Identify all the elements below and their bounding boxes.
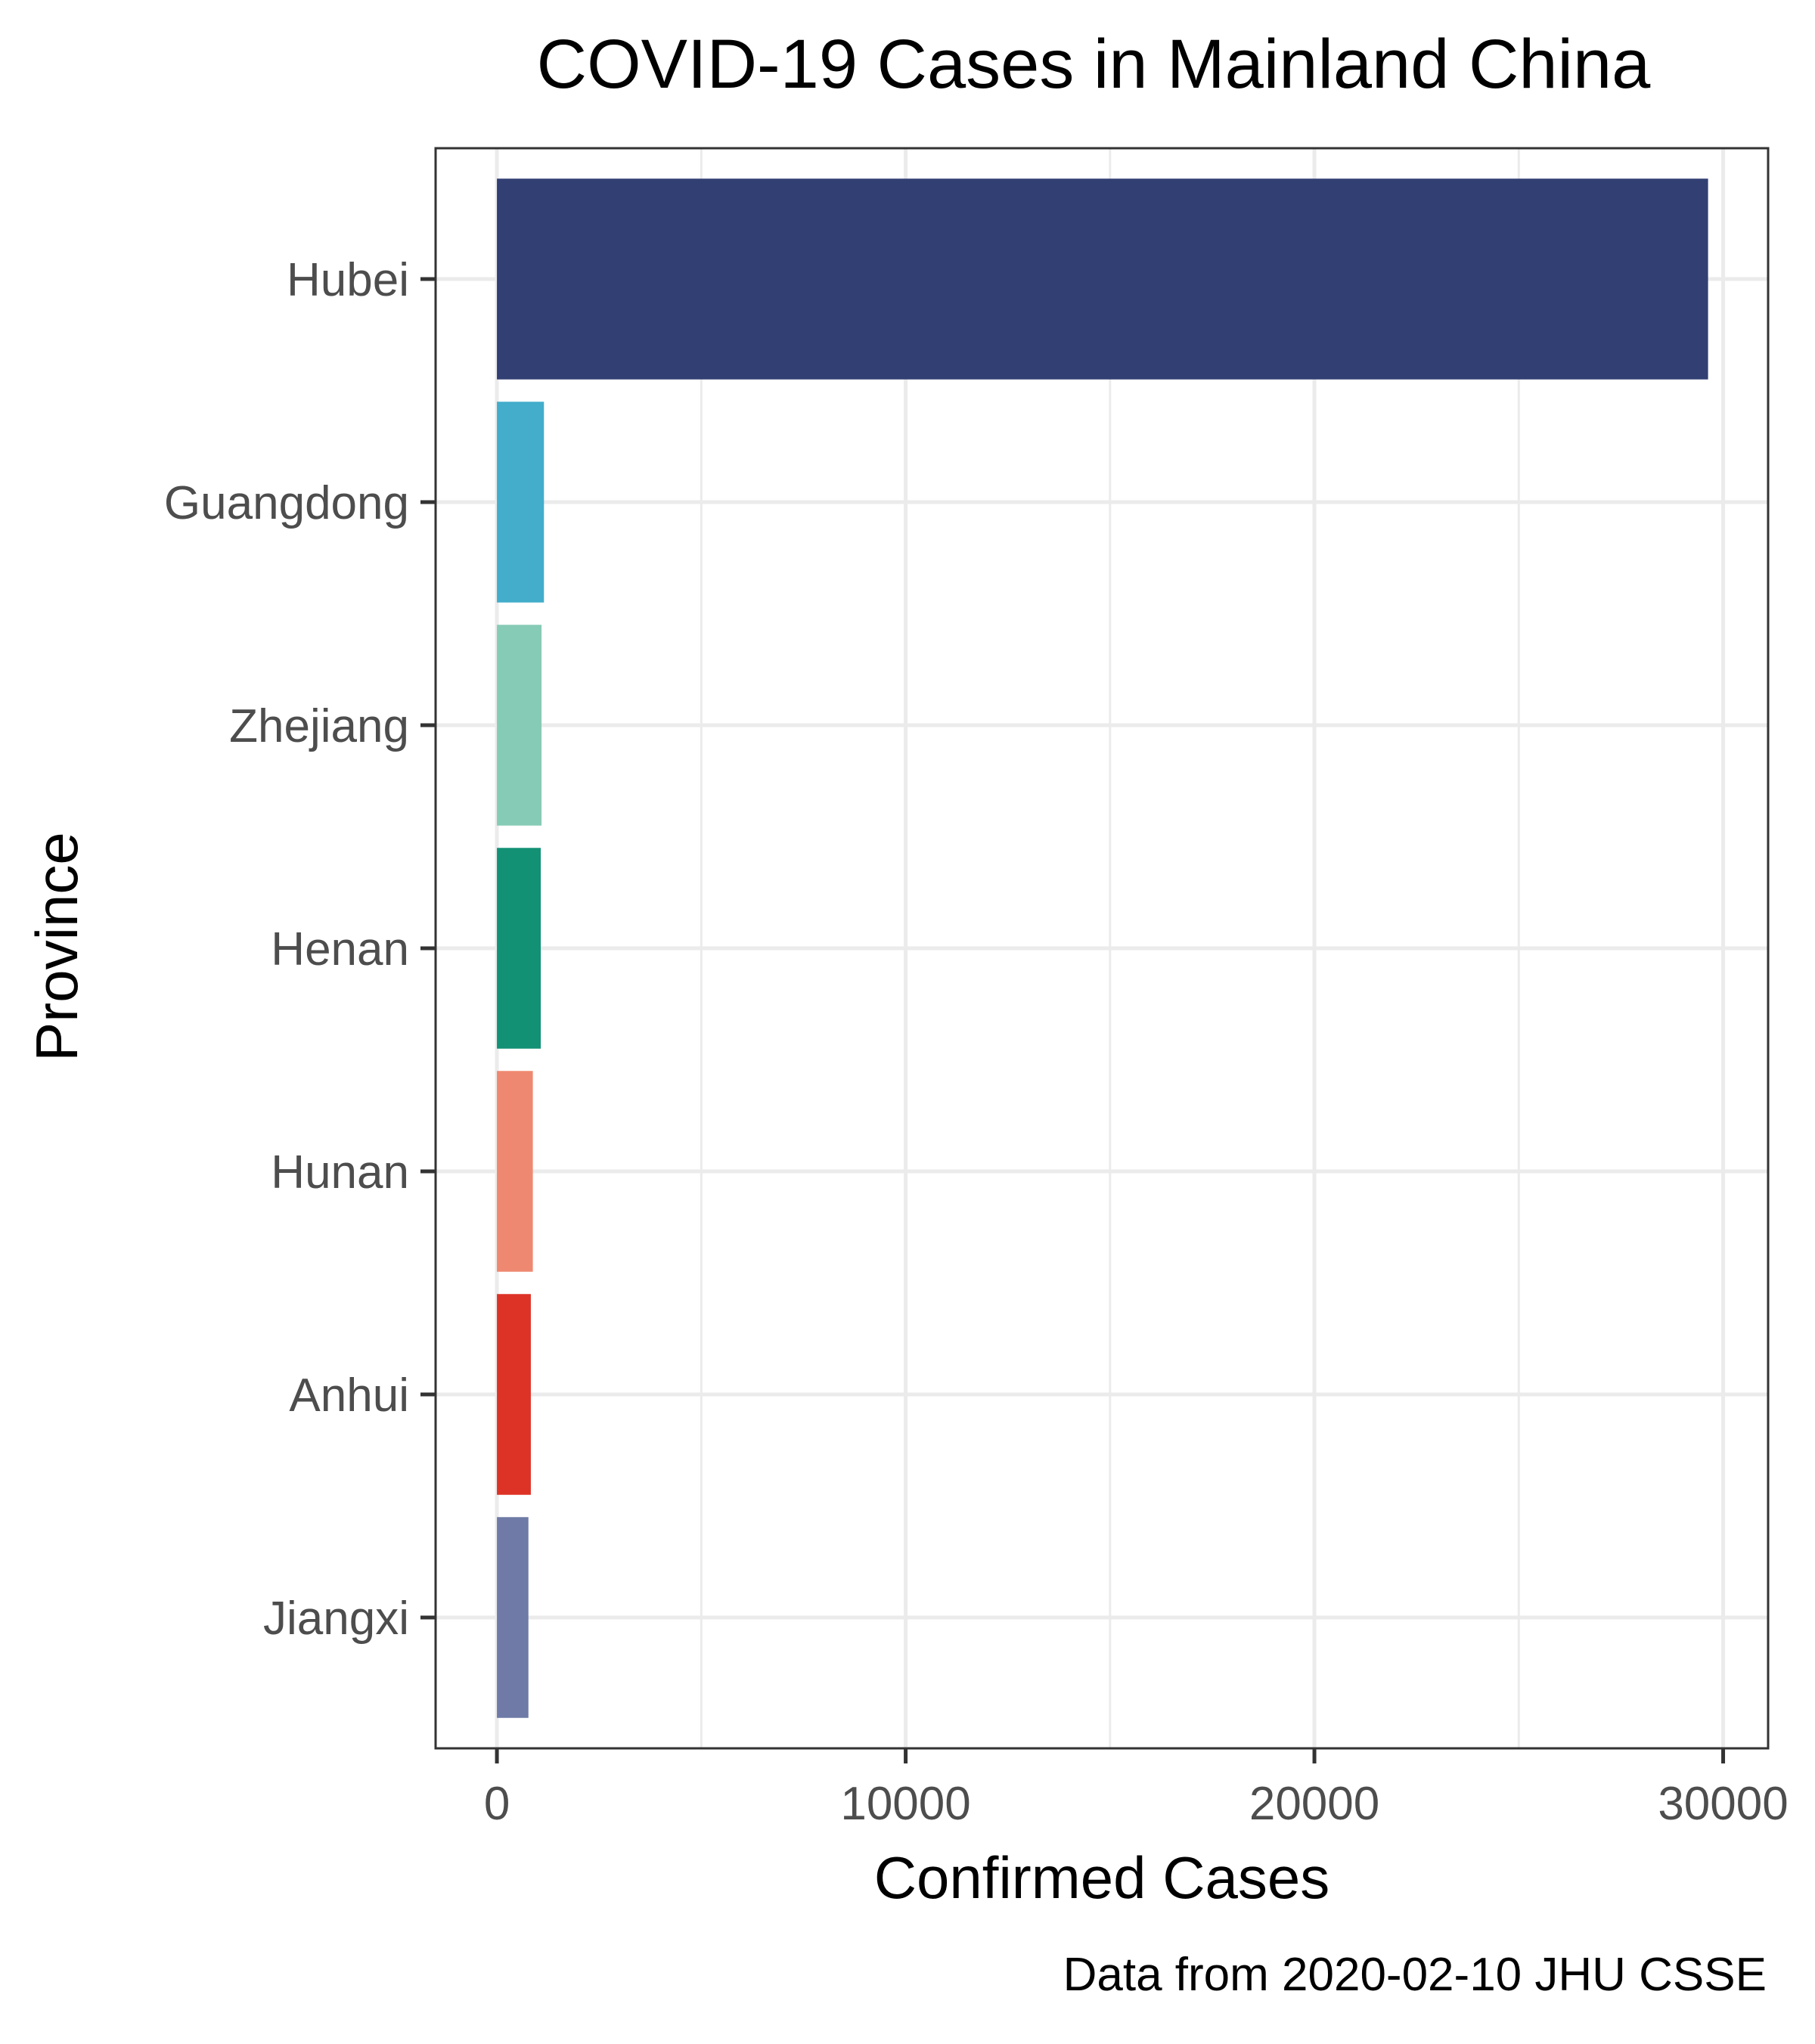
- y-axis-title: Province: [23, 832, 90, 1061]
- bar-zhejiang: [497, 625, 542, 826]
- y-tick-label-hunan: Hunan: [271, 1146, 409, 1199]
- y-tick-label-henan: Henan: [271, 923, 409, 975]
- bar-anhui: [497, 1294, 531, 1495]
- x-tick-label: 10000: [840, 1778, 970, 1830]
- y-tick-label-hubei: Hubei: [287, 254, 409, 306]
- bar-henan: [497, 848, 541, 1049]
- x-tick-label: 0: [484, 1778, 510, 1830]
- bar-guangdong: [497, 402, 544, 603]
- x-tick-label: 30000: [1658, 1778, 1788, 1830]
- bar-jiangxi: [497, 1517, 529, 1718]
- chart-caption: Data from 2020-02-10 JHU CSSE: [1063, 1949, 1767, 2001]
- y-tick-label-jiangxi: Jiangxi: [263, 1593, 409, 1645]
- bar-hubei: [497, 178, 1708, 380]
- x-axis: 0 10000 20000 30000: [484, 1748, 1789, 1830]
- y-tick-label-guangdong: Guangdong: [164, 477, 409, 529]
- bar-hunan: [497, 1071, 533, 1272]
- y-axis: Hubei Guangdong Zhejiang Henan Hunan Anhui Jia…: [164, 254, 436, 1645]
- x-axis-title: Confirmed Cases: [874, 1844, 1330, 1911]
- chart-title: COVID-19 Cases in Mainland China: [537, 26, 1652, 103]
- y-tick-label-anhui: Anhui: [289, 1369, 409, 1422]
- bars: [497, 178, 1708, 1718]
- y-tick-label-zhejiang: Zhejiang: [229, 700, 409, 752]
- x-tick-label: 20000: [1249, 1778, 1379, 1830]
